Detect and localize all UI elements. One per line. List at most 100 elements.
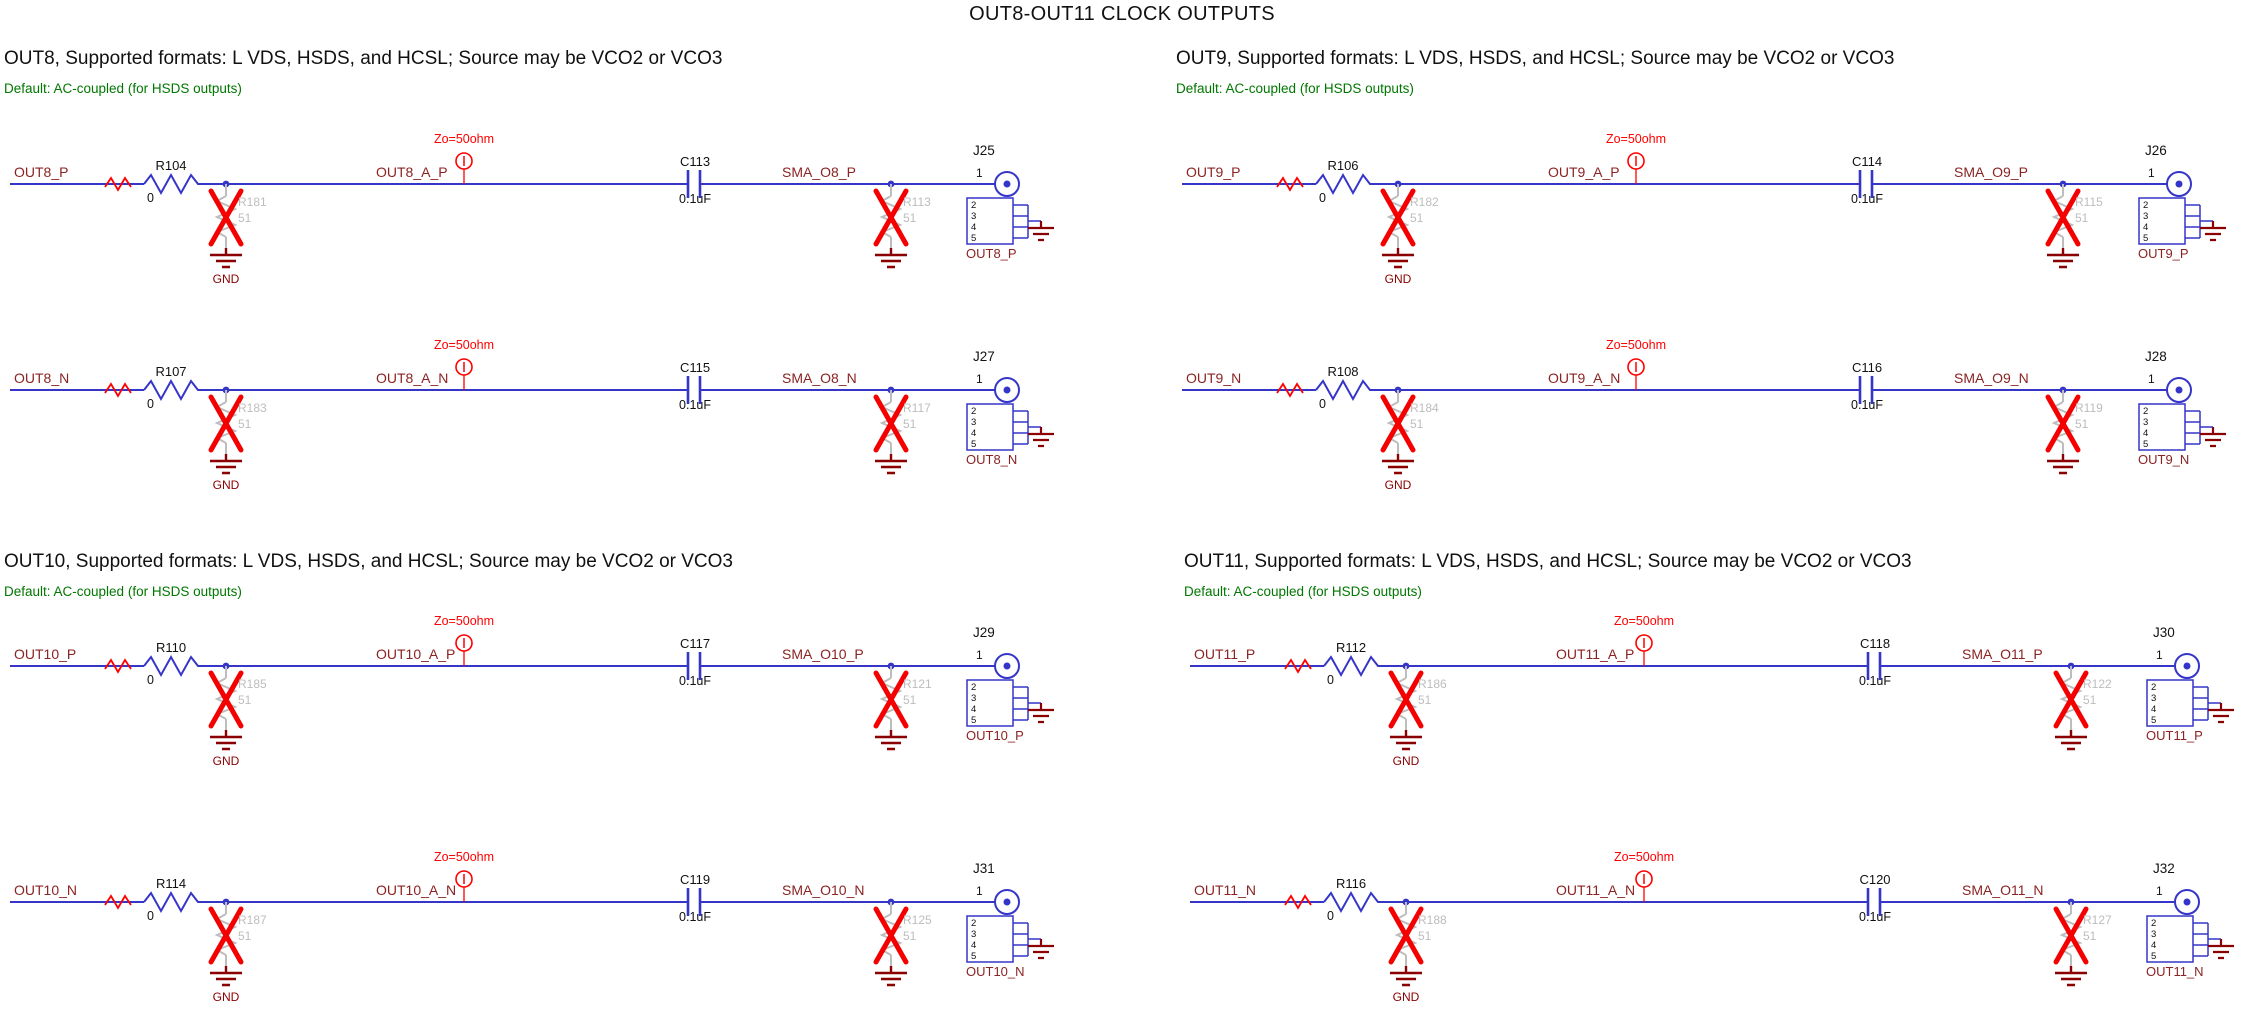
connector-ref: J30 — [2153, 625, 2175, 640]
connector-pin-number: 3 — [971, 417, 977, 428]
channel-schematic-graphics — [10, 358, 1054, 475]
connector-pin-number: 4 — [971, 940, 977, 951]
connector-pin1: 1 — [976, 372, 983, 386]
capacitor-ref: C118 — [1859, 636, 1891, 651]
impedance-annotation: Zo=50ohm — [433, 338, 495, 352]
impedance-probe-icon — [455, 634, 473, 666]
capacitor-value: 0.1uF — [679, 910, 711, 924]
dnp-resistor-ref: R186 — [1418, 677, 1447, 691]
impedance-probe-icon — [1635, 870, 1653, 902]
shield-pins-block — [966, 915, 1014, 963]
connector-pin-number: 3 — [971, 211, 977, 222]
section-subtitle: Default: AC-coupled (for HSDS outputs) — [1176, 81, 1414, 96]
connector-pin-number: 2 — [971, 406, 977, 417]
dnp-resistor-value: 51 — [238, 693, 252, 707]
gnd-symbol — [1028, 221, 1054, 242]
channel-schematic-graphics — [10, 152, 1054, 269]
dnp-cross-icon — [2045, 394, 2081, 453]
connector-pin-number: 4 — [2143, 428, 2149, 439]
dnp-resistor-value: 51 — [238, 929, 252, 943]
capacitor-value: 0.1uF — [679, 192, 711, 206]
series-resistor-symbol — [143, 890, 204, 914]
connector-pin1: 1 — [976, 648, 983, 662]
series-resistor-symbol — [143, 378, 204, 402]
dnp-resistor-ref: R182 — [1410, 195, 1439, 209]
dnp-resistor-ref: R185 — [238, 677, 267, 691]
dnp-termination-ref: R117 — [903, 401, 931, 415]
input-port-icon — [104, 894, 132, 910]
series-resistor-symbol — [1323, 654, 1384, 678]
capacitor-value: 0.1uF — [679, 398, 711, 412]
dnp-termination-ref: R122 — [2083, 677, 2112, 691]
impedance-probe-icon — [455, 152, 473, 184]
net-label-internal: OUT9_A_P — [1548, 164, 1620, 180]
net-label-sma: SMA_O10_P — [782, 646, 864, 662]
connector-ref: J27 — [973, 349, 995, 364]
capacitor-ref: C117 — [679, 636, 711, 651]
dnp-termination-value: 51 — [903, 211, 917, 225]
connector-pin-number: 2 — [2143, 406, 2149, 417]
connector-pin-number: 4 — [2151, 940, 2157, 951]
resistor-value: 0 — [147, 191, 154, 205]
shield-pins-block — [2146, 679, 2194, 727]
clock-output-channel: OUT8_P R104 0 R181 51 GND OUT8_A_P Zo=50… — [4, 124, 1064, 310]
clock-output-channel: OUT11_P R112 0 R186 51 GND OUT11_A_P Zo=… — [1184, 606, 2244, 792]
series-resistor-symbol — [1315, 172, 1376, 196]
connector-pin1: 1 — [2148, 372, 2155, 386]
impedance-probe-icon — [1627, 152, 1645, 184]
connector-pin-number: 5 — [971, 233, 977, 244]
dnp-cross-icon — [1388, 906, 1424, 965]
channel-schematic-graphics — [1190, 870, 2234, 987]
dnp-cross-icon — [208, 670, 244, 729]
connector-pin-number: 3 — [2151, 693, 2157, 704]
input-port-icon — [1276, 176, 1304, 192]
dnp-cross-icon — [2053, 670, 2089, 729]
net-label-input: OUT8_N — [14, 370, 70, 386]
capacitor-symbol — [1866, 652, 1882, 680]
gnd-symbol — [875, 966, 907, 987]
dnp-resistor-value: 51 — [1410, 211, 1424, 225]
dnp-resistor-value: 51 — [1418, 693, 1432, 707]
connector-pin-number: 4 — [2151, 704, 2157, 715]
connector-pin-number: 5 — [2151, 715, 2157, 726]
gnd-symbol — [1390, 730, 1422, 751]
net-label-input: OUT10_N — [14, 882, 78, 898]
connector-pin-number: 5 — [2143, 439, 2149, 450]
resistor-value: 0 — [1327, 909, 1334, 923]
capacitor-symbol — [686, 652, 702, 680]
connector-pin-number: 3 — [971, 929, 977, 940]
connector-ref: J31 — [973, 861, 995, 876]
series-resistor-symbol — [1315, 378, 1376, 402]
series-resistor-symbol — [143, 172, 204, 196]
resistor-ref: R114 — [155, 876, 187, 891]
impedance-annotation: Zo=50ohm — [433, 614, 495, 628]
connector-ref: J28 — [2145, 349, 2167, 364]
gnd-label: GND — [212, 478, 240, 492]
impedance-annotation: Zo=50ohm — [1613, 850, 1675, 864]
resistor-ref: R104 — [155, 158, 187, 173]
net-label-sma: SMA_O9_P — [1954, 164, 2028, 180]
connector-pin-number: 4 — [971, 222, 977, 233]
net-label-connector: OUT8_N — [966, 452, 1018, 467]
net-label-input: OUT9_N — [1186, 370, 1242, 386]
gnd-symbol — [875, 454, 907, 475]
connector-pin-number: 5 — [2143, 233, 2149, 244]
gnd-label: GND — [1384, 272, 1412, 286]
gnd-symbol — [210, 966, 242, 987]
sma-connector-symbol — [966, 377, 1041, 451]
impedance-annotation: Zo=50ohm — [1605, 132, 1667, 146]
dnp-termination-value: 51 — [2075, 417, 2089, 431]
connector-ref: J26 — [2145, 143, 2167, 158]
channel-schematic-graphics — [10, 870, 1054, 987]
gnd-symbol — [2055, 966, 2087, 987]
sma-connector-symbol — [2146, 889, 2221, 963]
resistor-ref: R116 — [1335, 876, 1367, 891]
net-label-input: OUT8_P — [14, 164, 69, 180]
gnd-symbol — [2208, 703, 2234, 724]
input-port-icon — [1276, 382, 1304, 398]
connector-pin-number: 5 — [971, 439, 977, 450]
sma-connector-symbol — [2138, 171, 2213, 245]
clock-output-section: OUT10, Supported formats: L VDS, HSDS, a… — [4, 0, 1066, 1009]
net-label-sma: SMA_O8_N — [782, 370, 857, 386]
impedance-annotation: Zo=50ohm — [1613, 614, 1675, 628]
